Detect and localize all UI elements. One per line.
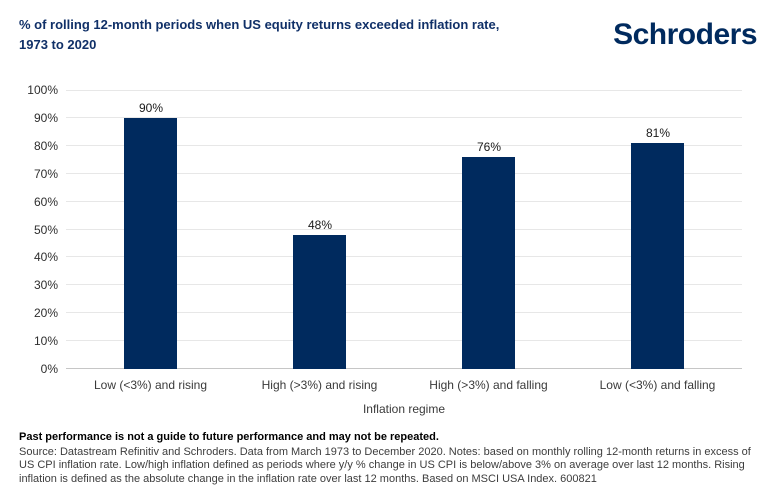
footer-notes: Past performance is not a guide to futur… (19, 431, 759, 486)
bar-2 (293, 235, 346, 369)
bar-value-label: 81% (645, 126, 671, 140)
gridline (66, 117, 742, 118)
y-axis-tick-label: 40% (33, 250, 58, 265)
x-axis-tick-label: Low (<3%) and rising (93, 378, 208, 392)
bar-value-label: 48% (307, 218, 333, 232)
schroders-logo: Schroders (613, 18, 757, 51)
bar-value-label: 90% (138, 101, 164, 115)
gridline (66, 90, 742, 91)
y-axis-tick-label: 20% (33, 306, 58, 321)
y-axis-tick-label: 0% (40, 362, 58, 376)
x-axis-tick-label: High (>3%) and rising (261, 378, 378, 392)
past-performance-disclaimer: Past performance is not a guide to futur… (19, 431, 439, 443)
y-axis-tick-label: 50% (33, 222, 58, 237)
bar-4 (631, 143, 684, 369)
chart-title-line1: % of rolling 12-month periods when US eq… (19, 17, 500, 32)
y-axis-tick-label: 30% (33, 278, 58, 293)
y-axis-tick-label: 60% (33, 194, 58, 209)
y-axis-tick-label: 10% (33, 334, 58, 349)
gridline (66, 312, 742, 313)
gridline (66, 284, 742, 285)
bar-chart: 90% Low (<3%) and rising 48% High (>3%) and… (0, 83, 770, 416)
gridline (66, 145, 742, 146)
chart-title-line2: 1973 to 2020 (19, 36, 97, 52)
gridline (66, 173, 742, 174)
bar-value-label: 76% (476, 140, 502, 154)
gridline (66, 340, 742, 341)
chart-title: % of rolling 12-month periods when US eq… (19, 15, 594, 54)
y-axis-tick-label: 100% (27, 83, 58, 97)
x-axis-line (66, 368, 742, 369)
y-axis-tick-label: 80% (33, 138, 58, 153)
plot-area: 90% Low (<3%) and rising 48% High (>3%) and… (66, 90, 742, 416)
y-axis-tick-label: 70% (33, 166, 58, 181)
gridline (66, 256, 742, 257)
x-axis-tick-label: High (>3%) and falling (429, 378, 548, 392)
y-axis-tick-label: 90% (33, 110, 58, 125)
bar-3 (462, 157, 515, 369)
gridline (66, 201, 742, 202)
bar-1 (124, 118, 177, 369)
gridline (66, 229, 742, 230)
x-axis-title: Inflation regime (362, 402, 446, 416)
source-note: Source: Datastream Refinitiv and Schrode… (19, 446, 751, 485)
x-axis-tick-label: Low (<3%) and falling (599, 378, 716, 392)
